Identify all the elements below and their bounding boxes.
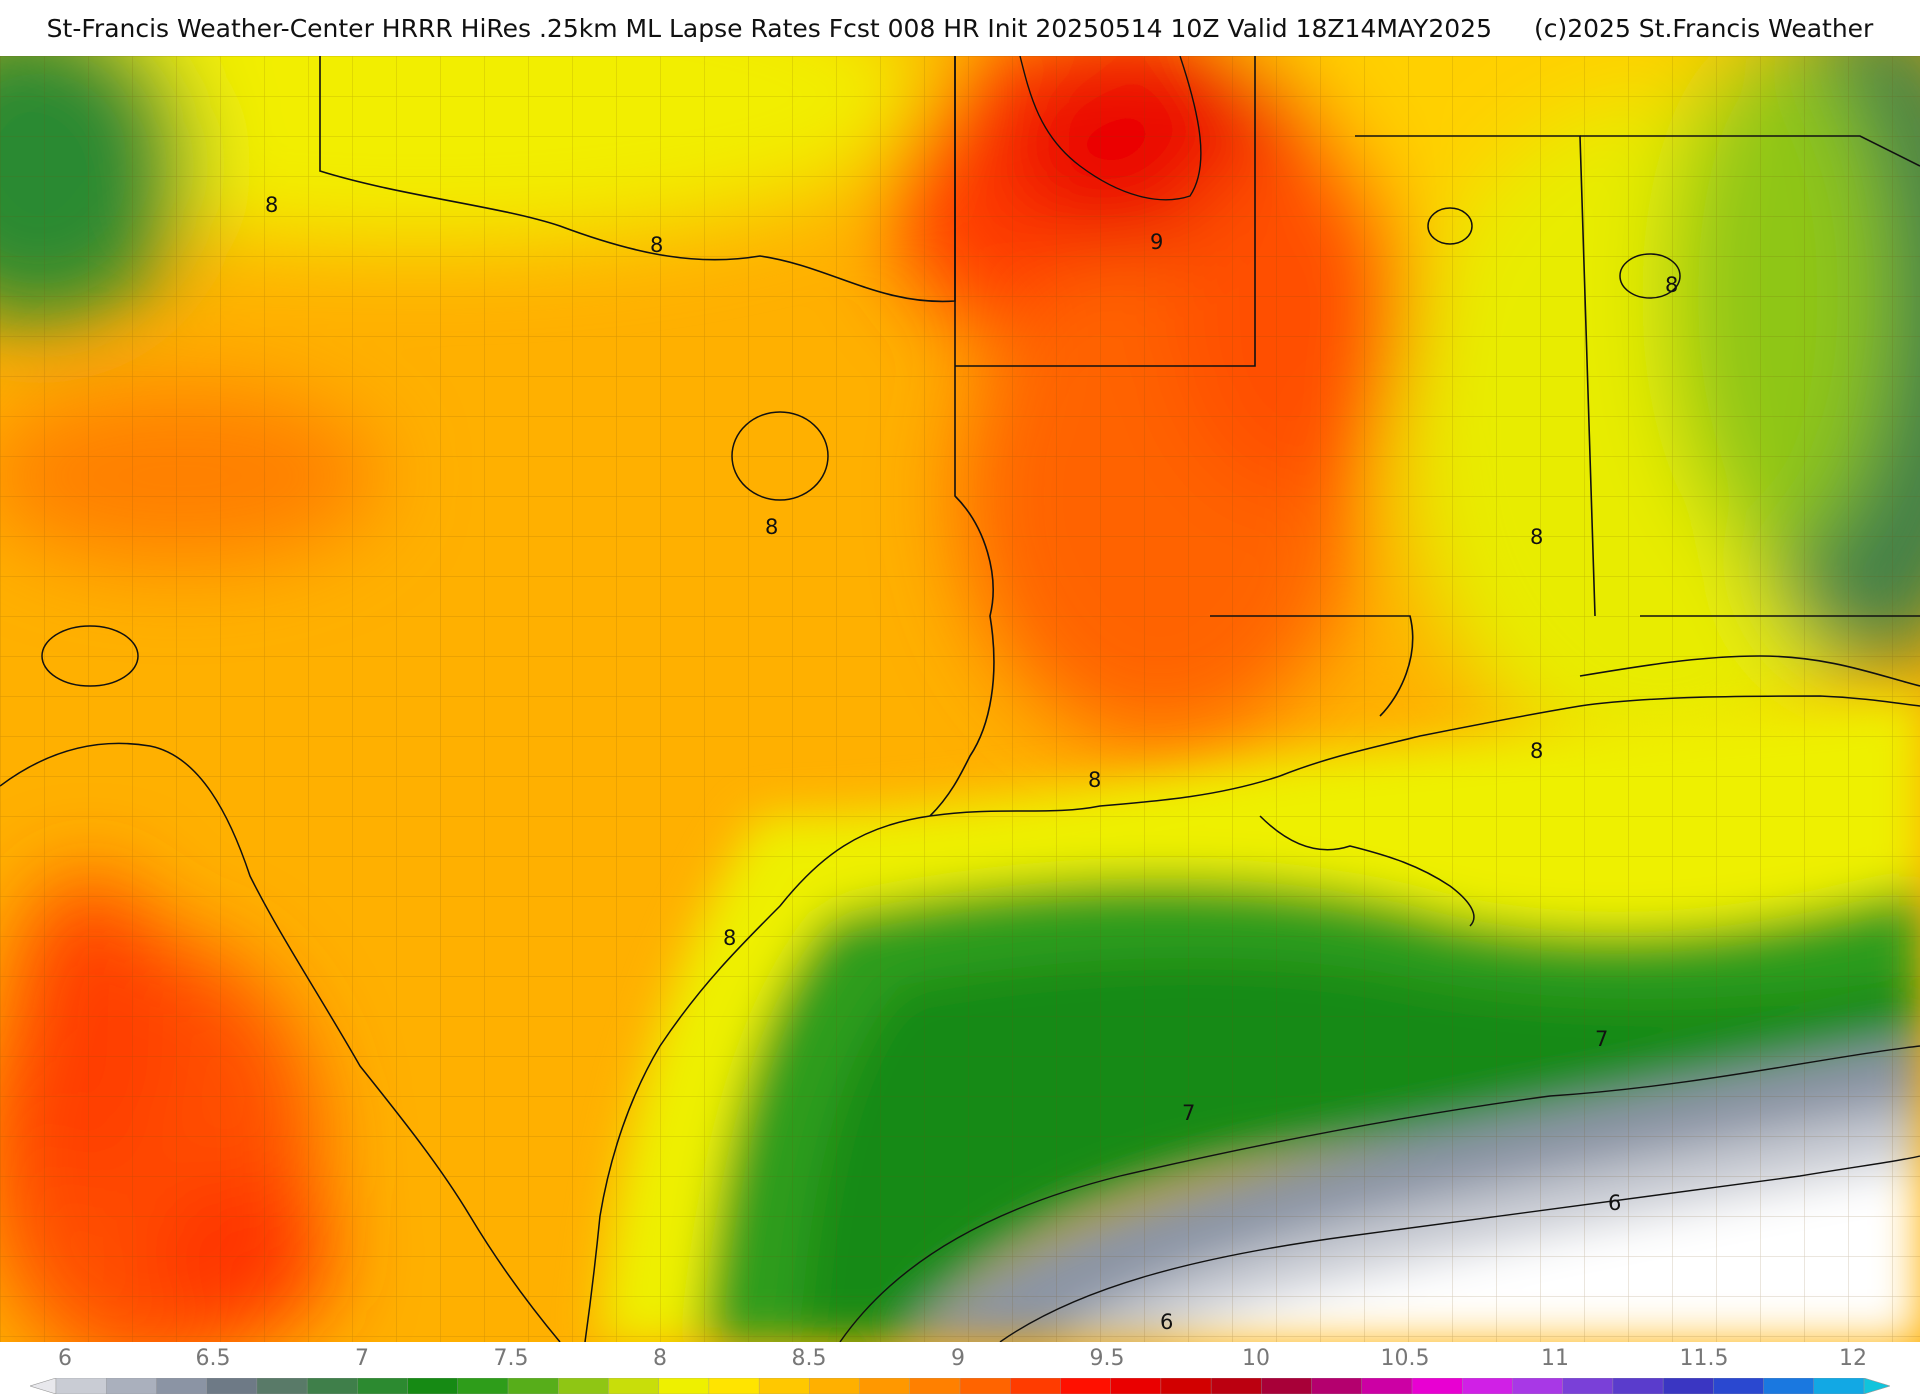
- contour-labels: 8 8 8 8 9 8 8 8 8 7 7 6 6: [265, 193, 1678, 1334]
- color-bar-segment: [457, 1378, 509, 1394]
- color-bar-arrow-low: [30, 1378, 57, 1394]
- color-bar-segment: [959, 1378, 1011, 1394]
- color-bar-segment: [306, 1378, 359, 1394]
- color-bar-segment: [1311, 1378, 1363, 1394]
- contour-label: 6: [1160, 1310, 1173, 1334]
- color-bar-segment: [1562, 1378, 1614, 1394]
- color-bar-segment: [1010, 1378, 1062, 1394]
- legend-tick: 7: [355, 1346, 369, 1371]
- color-bar-segment: [357, 1378, 409, 1394]
- legend-tick: 6.5: [195, 1346, 231, 1371]
- contour-lines: [839, 56, 1920, 1342]
- color-bar-segment: [1411, 1378, 1463, 1394]
- color-bar-segment: [1361, 1378, 1413, 1394]
- color-bar-segment: [1060, 1378, 1112, 1394]
- color-bar-segment: [708, 1378, 760, 1394]
- color-bar-segment: [507, 1378, 559, 1394]
- color-bar-segment: [1512, 1378, 1564, 1394]
- legend-tick: 11.5: [1679, 1346, 1729, 1371]
- contour-label: 8: [765, 515, 778, 539]
- legend-tick: 7.5: [493, 1346, 529, 1371]
- legend-tick: 8: [653, 1346, 667, 1371]
- color-scale-legend: 6 6.5 7 7.5 8 8.5 9 9.5 10 10.5 11 11.5 …: [0, 1342, 1920, 1400]
- copyright-label: (c)2025 St.Francis Weather: [1533, 13, 1874, 43]
- legend-tick: 6: [58, 1346, 72, 1371]
- contour-label: 6: [1608, 1191, 1621, 1215]
- color-bar-segment: [809, 1378, 861, 1394]
- color-bar-segment: [1763, 1378, 1815, 1394]
- color-bar-segment: [608, 1378, 660, 1394]
- contour-label: 7: [1595, 1027, 1608, 1051]
- legend-tick: 11: [1541, 1346, 1569, 1371]
- state-boundaries: [319, 56, 1920, 817]
- map-title: St-Francis Weather-Center HRRR HiRes .25…: [46, 13, 1492, 43]
- legend-tick: 10: [1242, 1346, 1270, 1371]
- shaded-field: [0, 56, 1920, 1342]
- color-bar-segment: [1462, 1378, 1514, 1394]
- contour-label: 8: [1088, 768, 1101, 792]
- legend-tick: 9.5: [1089, 1346, 1125, 1371]
- color-bar-segment: [758, 1378, 811, 1394]
- color-bar-segment: [1713, 1378, 1765, 1394]
- legend-tick: 10.5: [1380, 1346, 1430, 1371]
- map-canvas: 8 8 8 8 9 8 8 8 8 7 7 6 6: [0, 56, 1920, 1342]
- color-bar-segment: [1110, 1378, 1162, 1394]
- coastline: [0, 207, 1920, 1342]
- color-bar-segment: [156, 1378, 208, 1394]
- contour-label: 9: [1150, 230, 1163, 254]
- legend-tick: 9: [951, 1346, 965, 1371]
- contour-label: 8: [650, 233, 663, 257]
- color-bar-segment: [55, 1378, 107, 1394]
- color-bar-arrow-high: [1863, 1378, 1890, 1394]
- legend-tick: 8.5: [791, 1346, 827, 1371]
- color-bar-segment: [909, 1378, 961, 1394]
- color-bar-segment: [658, 1378, 710, 1394]
- contour-label: 8: [1530, 739, 1543, 763]
- contour-label: 8: [723, 926, 736, 950]
- color-bar-segment: [206, 1378, 258, 1394]
- contour-label: 7: [1182, 1101, 1195, 1125]
- contour-label: 8: [1665, 273, 1678, 297]
- color-bar-segment: [106, 1378, 158, 1394]
- color-bar-segment: [1662, 1378, 1715, 1394]
- contour-label: 8: [265, 193, 278, 217]
- color-bar-segment: [1160, 1378, 1212, 1394]
- color-bar-segment: [256, 1378, 308, 1394]
- color-bar-segment: [1261, 1378, 1313, 1394]
- color-bar-segment: [1612, 1378, 1664, 1394]
- map-title-bar: St-Francis Weather-Center HRRR HiRes .25…: [0, 0, 1920, 56]
- color-bar-segment: [407, 1378, 459, 1394]
- color-bar-segment: [859, 1378, 911, 1394]
- color-bar-segment: [1210, 1378, 1263, 1394]
- color-bar-segment: [1813, 1378, 1865, 1394]
- color-bar: [30, 1378, 1890, 1394]
- lapse-rate-map[interactable]: 8 8 8 8 9 8 8 8 8 7 7 6 6: [0, 56, 1920, 1342]
- legend-tick: 12: [1839, 1346, 1867, 1371]
- color-bar-segment: [558, 1378, 610, 1394]
- contour-label: 8: [1530, 525, 1543, 549]
